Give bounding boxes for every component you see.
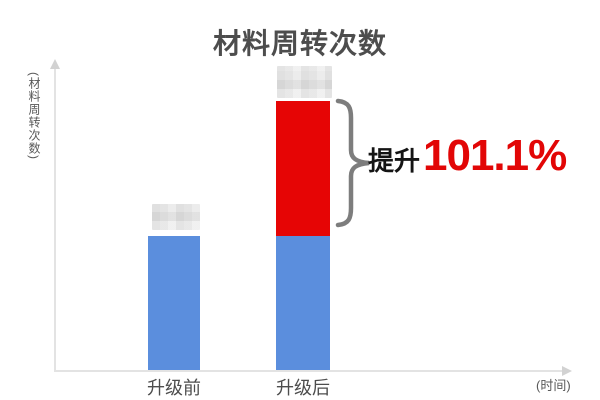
x-axis-line (54, 370, 564, 372)
x-tick-before-upgrade: 升级前 (147, 378, 201, 398)
y-axis-arrow-icon (50, 59, 60, 69)
y-axis-line (54, 68, 56, 372)
chart-title: 材料周转次数 (212, 28, 387, 59)
y-axis-label: (材料周转次数) (27, 72, 41, 160)
annotation-increase: 提升 101.1% (368, 131, 567, 181)
bar-segment-base-升级前 (148, 236, 200, 370)
annotation-prefix-label: 提升 (368, 146, 421, 176)
bar-before-upgrade (148, 236, 200, 370)
brace-icon (335, 98, 370, 228)
bar-segment-increase-升级后 (276, 101, 330, 236)
redacted-value-before (152, 204, 200, 230)
bar-after-upgrade (276, 101, 330, 370)
x-axis-arrow-icon (562, 366, 572, 376)
bar-segment-base-升级后 (276, 236, 330, 370)
annotation-percent-value: 101.1% (423, 131, 567, 180)
x-axis-label: (时间) (536, 378, 571, 393)
x-tick-after-upgrade: 升级后 (276, 378, 330, 398)
redacted-value-after (277, 66, 332, 98)
